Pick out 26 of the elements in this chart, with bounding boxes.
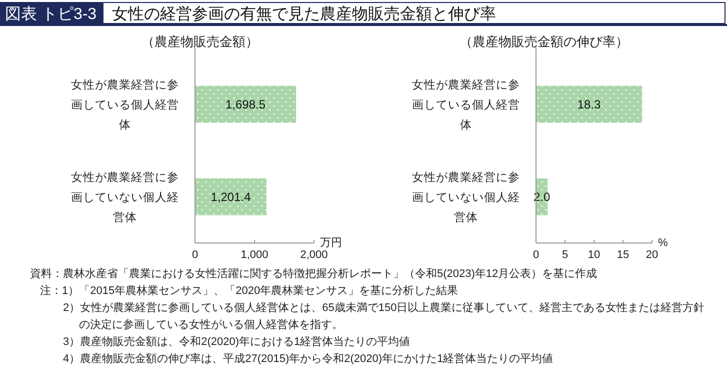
data-label: 1,201.4 (210, 190, 252, 204)
chart-title: （農産物販売金額） (142, 34, 258, 49)
x-axis-title: % (658, 237, 668, 249)
text: 2）女性が農業経営に参画している個人経営体とは、65歳未満で150日以上農業に従事していて、経営主である女性または経営方針の決定に参画している女性がいる個人経営体を指す。 (63, 300, 706, 333)
x-tick-label: 5 (562, 249, 568, 261)
x-tick-label: 20 (646, 249, 658, 261)
x-tick-label: 15 (616, 249, 630, 261)
text: 女性の経営参画の有無で見た農産物販売金額と伸び率 (112, 5, 496, 23)
text: 4）農産物販売金額の伸び率は、平成27(2015)年から令和2(2020)年にかけた1経営体当たりの平均値 (63, 352, 554, 367)
y-tick-label: 女性が農業経営に参画していない個人経営体 (412, 170, 520, 224)
x-axis-title: 万円 (320, 237, 342, 249)
x-tick-label: 10 (588, 249, 600, 261)
x-tick-label: 0 (192, 249, 198, 261)
x-tick-label: 0 (532, 249, 540, 261)
data-label: 1,698.5 (226, 97, 266, 112)
x-tick-label: 2,000 (300, 249, 328, 261)
y-tick-label: 女性が農業経営に参画している個人経営体 (412, 78, 520, 132)
y-tick-label: 女性が農業経営に参画していない個人経営体 (71, 170, 179, 224)
y-tick-label: 女性が農業経営に参画している個人経営体 (71, 78, 179, 132)
chart-title: （農産物販売金額の伸び率） (460, 34, 628, 49)
text: 3）農産物販売金額は、令和2(2020)年における1経営体当たりの平均値 (63, 334, 412, 350)
x-tick-label: 1,000 (240, 249, 268, 261)
text: 図表 トピ3-3 (5, 5, 97, 23)
data-label: 18.3 (577, 97, 602, 112)
text: 資料：農林水産省「農業における女性活躍に関する特徴把握分析レポート」（令和5(2023)年12月公表）を基に作成 (30, 266, 598, 282)
text: 注：1）「2015年農林業センサス」、「2020年農林業センサス」を基に分析した結果 (40, 284, 460, 299)
